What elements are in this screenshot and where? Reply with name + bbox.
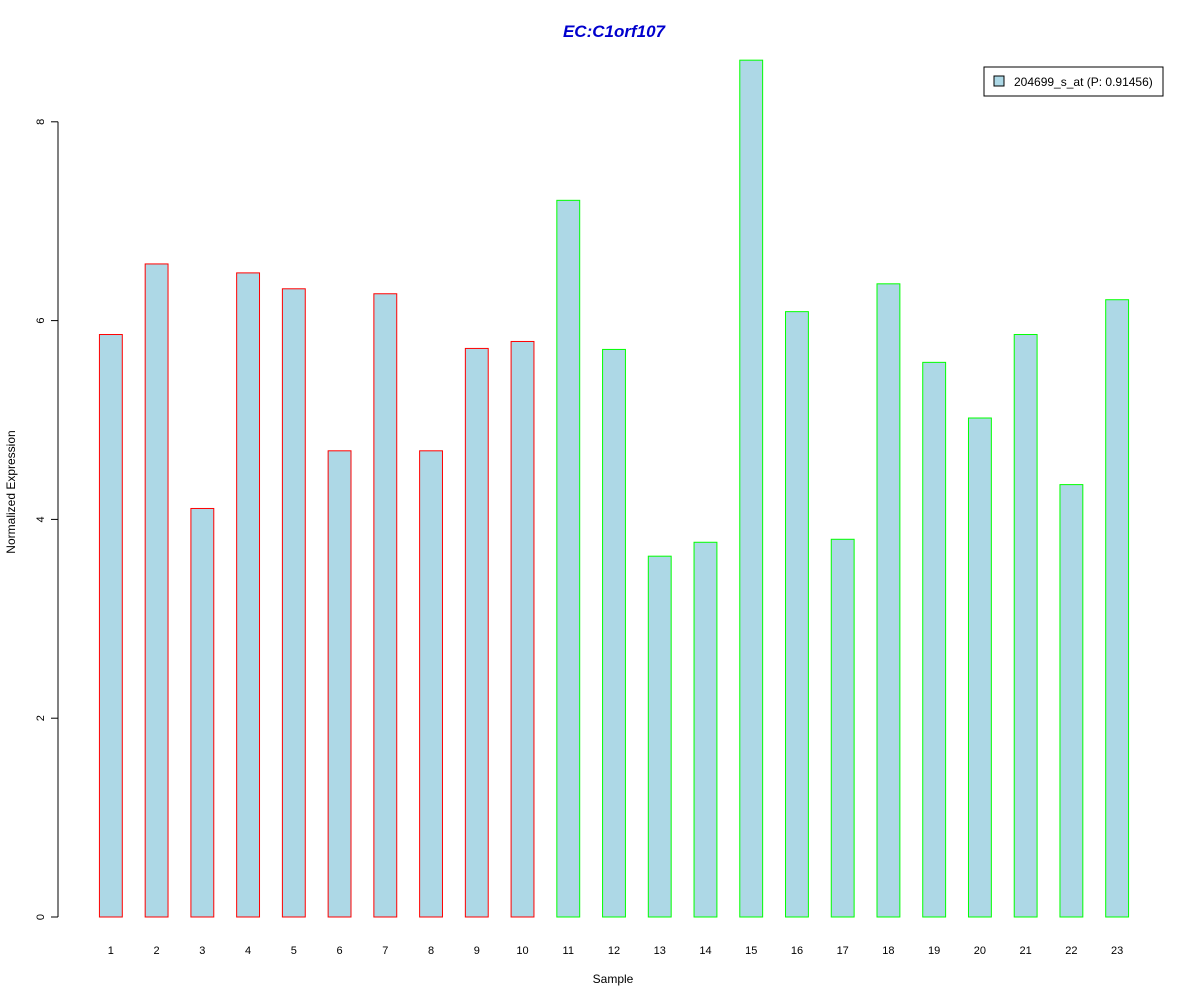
x-tick-label: 10 — [516, 945, 528, 957]
bar-sample-23 — [1105, 299, 1130, 918]
bar-sample-6 — [327, 450, 352, 918]
chart-title: EC:C1orf107 — [563, 22, 667, 41]
x-tick-label: 9 — [474, 945, 480, 957]
x-tick-label: 22 — [1065, 945, 1077, 957]
bar-sample-13 — [647, 555, 672, 918]
x-tick-label: 4 — [245, 945, 251, 957]
x-tick-label: 8 — [428, 945, 434, 957]
x-tick-label: 19 — [928, 945, 940, 957]
bar-sample-5 — [281, 288, 306, 918]
x-tick-label: 3 — [199, 945, 205, 957]
x-tick-label: 23 — [1111, 945, 1123, 957]
x-tick-label: 14 — [699, 945, 711, 957]
bar-sample-2 — [144, 263, 169, 918]
x-tick-label: 17 — [837, 945, 849, 957]
x-tick-label: 2 — [154, 945, 160, 957]
x-tick-label: 15 — [745, 945, 757, 957]
bar-sample-8 — [419, 450, 443, 918]
bar-sample-3 — [190, 507, 215, 918]
bar-sample-15 — [739, 59, 764, 918]
bar-sample-12 — [602, 348, 626, 918]
bar-sample-22 — [1059, 484, 1084, 918]
x-tick-label: 1 — [108, 945, 114, 957]
bar-sample-11 — [556, 199, 581, 918]
bar-sample-17 — [830, 538, 855, 918]
y-tick-label: 6 — [35, 318, 47, 324]
y-axis: 0 2 4 6 8 — [35, 119, 59, 920]
bar-sample-20 — [967, 417, 992, 918]
x-tick-label: 6 — [337, 945, 343, 957]
x-tick-labels: 1 2 3 4 5 6 7 8 9 10 11 12 13 14 15 16 17 18 19 20 21 22 23 — [108, 945, 1123, 957]
x-tick-label: 20 — [974, 945, 986, 957]
x-tick-label: 11 — [563, 945, 574, 957]
bar-sample-10 — [510, 340, 535, 918]
legend: 204699_s_at (P: 0.91456) — [983, 66, 1164, 97]
x-tick-label: 13 — [654, 945, 666, 957]
x-tick-label: 5 — [291, 945, 297, 957]
x-tick-label: 7 — [382, 945, 388, 957]
legend-swatch — [993, 75, 1005, 87]
x-tick-label: 16 — [791, 945, 803, 957]
bar-sample-19 — [922, 361, 947, 918]
y-axis-label: Normalized Expression — [4, 430, 18, 553]
legend-box — [983, 66, 1164, 97]
bar-sample-1 — [98, 334, 123, 918]
y-tick-label: 4 — [35, 516, 47, 522]
x-tick-label: 21 — [1020, 945, 1032, 957]
bar-sample-4 — [236, 272, 261, 918]
bar-sample-7 — [373, 293, 398, 918]
bar-sample-16 — [785, 311, 809, 918]
y-tick-label: 0 — [35, 914, 47, 920]
y-tick-label: 2 — [35, 715, 47, 721]
bar-sample-21 — [1013, 334, 1038, 918]
bar-sample-14 — [693, 541, 718, 918]
bars-group — [98, 59, 1130, 918]
legend-label: 204699_s_at (P: 0.91456) — [1014, 75, 1153, 89]
x-tick-label: 12 — [608, 945, 620, 957]
y-tick-label: 8 — [35, 119, 47, 125]
bar-sample-18 — [876, 283, 901, 918]
x-tick-label: 18 — [882, 945, 894, 957]
bar-sample-9 — [464, 347, 489, 918]
x-axis-label: Sample — [593, 972, 634, 986]
